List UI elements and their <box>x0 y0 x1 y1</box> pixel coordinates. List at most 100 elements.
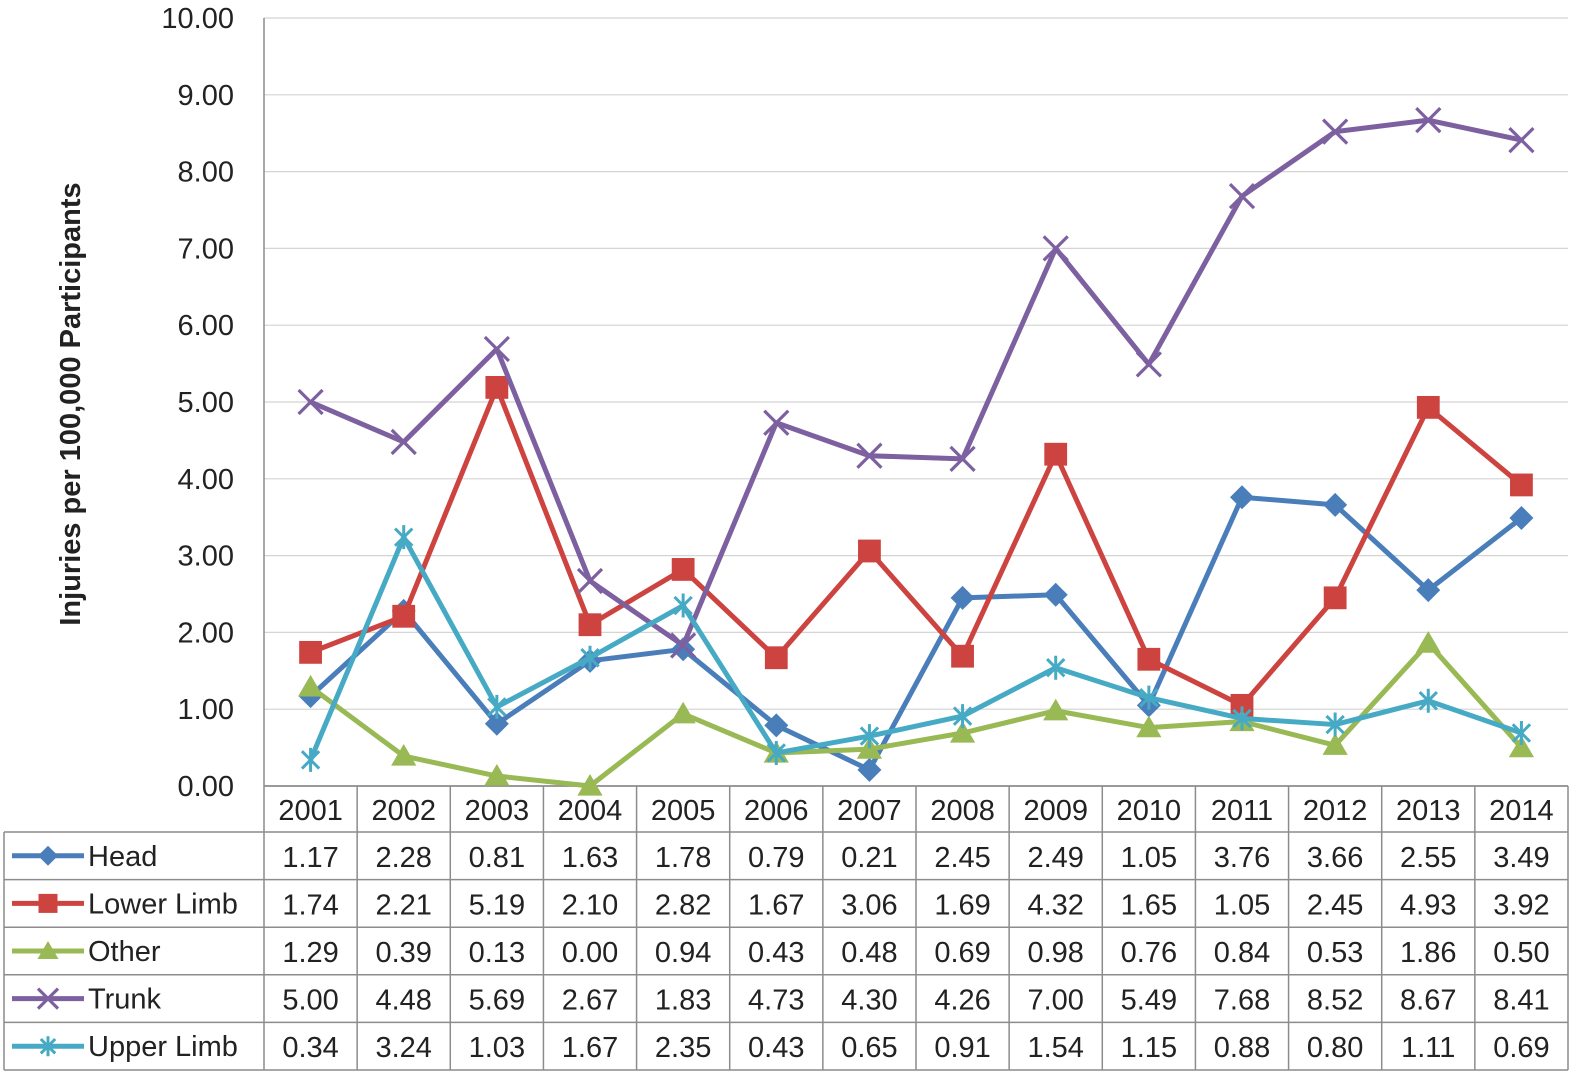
table-value-cell: 3.24 <box>375 1032 431 1064</box>
legend-entry: Upper Limb <box>12 1031 238 1063</box>
x-category-label: 2009 <box>1023 795 1088 827</box>
data-point-marker <box>300 747 321 772</box>
series-line <box>309 384 1524 708</box>
table-value-cell: 2.35 <box>655 1032 711 1064</box>
table-value-cell: 0.98 <box>1027 937 1083 969</box>
table-value-cell: 0.79 <box>748 842 804 874</box>
table-value-cell: 4.73 <box>748 985 804 1017</box>
table-value-cell: 4.30 <box>841 985 897 1017</box>
series-trunk <box>297 107 1535 659</box>
table-value-cell: 2.67 <box>562 985 618 1017</box>
data-point-marker <box>391 744 417 766</box>
table-value-cell: 0.34 <box>282 1032 338 1064</box>
data-point-marker <box>297 674 324 697</box>
table-value-cell: 8.67 <box>1400 985 1456 1017</box>
x-category-label: 2010 <box>1117 795 1182 827</box>
data-point-marker <box>671 558 695 581</box>
legend-marker <box>38 893 58 913</box>
table-value-cell: 4.32 <box>1027 889 1083 921</box>
data-point-marker <box>1136 715 1162 738</box>
table-value-cell: 1.03 <box>469 1032 525 1064</box>
table-value-cell: 1.74 <box>282 889 338 921</box>
data-point-marker <box>484 711 509 736</box>
x-category-label: 2007 <box>837 795 902 827</box>
table-value-cell: 0.53 <box>1307 937 1363 969</box>
table-value-cell: 0.69 <box>1493 1032 1549 1064</box>
x-category-label: 2001 <box>278 795 343 827</box>
data-point-marker <box>297 388 324 416</box>
table-value-cell: 0.91 <box>934 1032 990 1064</box>
y-tick-label: 3.00 <box>178 541 234 573</box>
table-value-cell: 8.52 <box>1307 985 1363 1017</box>
data-point-marker <box>763 409 790 436</box>
table-value-cell: 7.68 <box>1214 985 1270 1017</box>
legend-marker <box>37 941 59 959</box>
data-point-marker <box>392 604 416 628</box>
gridlines <box>263 17 1568 787</box>
data-point-marker <box>949 445 976 472</box>
data-point-marker <box>858 539 881 563</box>
data-point-marker <box>1510 473 1533 497</box>
table-value-cell: 2.21 <box>375 889 431 921</box>
y-tick-label: 10.00 <box>161 3 234 35</box>
table-value-cell: 2.55 <box>1400 842 1456 874</box>
legend-marker <box>39 1036 57 1057</box>
data-point-marker <box>950 585 975 610</box>
table-value-cell: 4.93 <box>1400 889 1456 921</box>
data-point-marker <box>1230 485 1254 510</box>
y-tick-label: 4.00 <box>178 464 234 496</box>
table-value-cell: 2.45 <box>934 842 990 874</box>
legend-series-name: Lower Limb <box>88 888 238 920</box>
table-value-cell: 0.94 <box>655 937 711 969</box>
data-point-marker <box>859 724 880 749</box>
table-value-cell: 0.43 <box>748 1032 804 1064</box>
table-value-cell: 5.49 <box>1121 985 1177 1017</box>
table-value-cell: 1.29 <box>282 937 338 969</box>
table-value-cell: 3.06 <box>841 889 897 921</box>
table-value-cell: 7.00 <box>1027 985 1083 1017</box>
table-value-cell: 4.48 <box>375 985 431 1017</box>
series-line <box>308 494 1523 773</box>
table-value-cell: 0.88 <box>1214 1032 1270 1064</box>
data-point-marker <box>1323 492 1348 517</box>
legend-entry: Lower Limb <box>12 888 238 920</box>
legend-marker <box>38 845 58 866</box>
data-point-marker <box>1044 442 1068 466</box>
table-value-cell: 0.65 <box>841 1032 897 1064</box>
data-point-marker <box>764 713 789 738</box>
data-point-marker <box>1046 655 1066 680</box>
table-value-cell: 0.43 <box>748 937 804 969</box>
data-point-marker <box>857 757 882 782</box>
legend-series-name: Upper Limb <box>88 1031 238 1063</box>
series-line <box>309 117 1522 648</box>
data-point-marker <box>299 640 322 664</box>
x-category-label: 2014 <box>1489 795 1554 827</box>
data-point-marker <box>1042 235 1069 262</box>
data-point-marker <box>1322 733 1348 755</box>
y-tick-label: 8.00 <box>178 157 234 189</box>
table-value-cell: 0.21 <box>841 842 897 874</box>
data-point-marker <box>949 721 976 743</box>
series-lines <box>297 107 1535 796</box>
table-value-cell: 1.54 <box>1027 1032 1083 1064</box>
data-point-marker <box>483 335 510 363</box>
series-line <box>308 534 1523 761</box>
table-value-cell: 1.17 <box>282 842 338 874</box>
y-tick-label: 5.00 <box>178 387 234 419</box>
data-point-marker <box>670 701 696 724</box>
table-value-cell: 1.63 <box>562 842 618 874</box>
data-point-marker <box>1135 351 1162 378</box>
data-point-marker <box>764 646 788 670</box>
series-line <box>309 640 1524 789</box>
table-value-cell: 1.69 <box>934 889 990 921</box>
x-category-label: 2004 <box>558 795 623 827</box>
data-point-marker <box>1415 631 1441 653</box>
x-category-label: 2013 <box>1396 795 1461 827</box>
legend-series-name: Other <box>88 936 161 968</box>
table-value-cell: 0.00 <box>562 937 618 969</box>
y-tick-label: 1.00 <box>178 694 234 726</box>
table-value-cell: 1.67 <box>748 889 804 921</box>
data-point-marker <box>390 428 417 456</box>
x-category-label: 2006 <box>744 795 809 827</box>
